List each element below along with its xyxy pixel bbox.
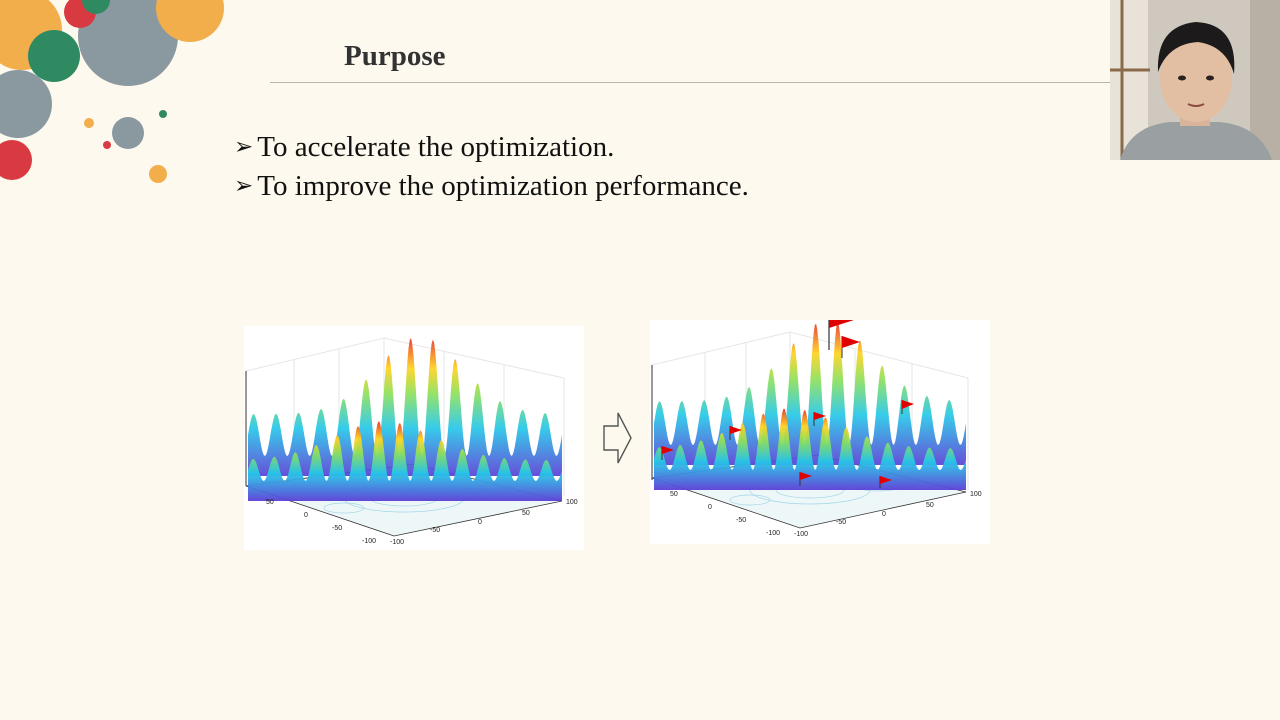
tick-label: 100 (566, 499, 578, 506)
bullet-text: To accelerate the optimization. (257, 131, 615, 163)
red-flag-icon (828, 320, 854, 350)
red-flag-icon (813, 412, 826, 426)
tick-label: -100 (766, 530, 780, 537)
surface-plot-with-flags: 50 0 -50 -100 -100 -50 0 50 100 (651, 320, 982, 538)
tick-label: -50 (836, 519, 846, 526)
tick-label: 0 (708, 504, 712, 511)
surface-mesh (248, 338, 562, 476)
red-flag-icon (661, 446, 674, 460)
title-divider (270, 82, 1110, 83)
tick-label: -50 (736, 517, 746, 524)
tick-label: 100 (970, 491, 982, 498)
tick-label: 0 (882, 511, 886, 518)
tick-label: -100 (390, 539, 404, 546)
presenter-avatar (1110, 0, 1280, 160)
bullet-list: ➢ To accelerate the optimization. ➢ To i… (234, 128, 749, 206)
tick-label: 50 (926, 502, 934, 509)
bullet-text: To improve the optimization performance. (257, 170, 749, 202)
tick-label: 0 (304, 512, 308, 519)
tick-label: -50 (430, 527, 440, 534)
tick-label: 0 (478, 519, 482, 526)
red-flag-icon (799, 472, 812, 486)
red-flag-icon (879, 476, 892, 488)
landscape-figure-after: 50 0 -50 -100 -100 -50 0 50 100 (650, 320, 990, 544)
right-arrow-outline-icon (603, 412, 632, 464)
red-flag-icon (841, 336, 860, 358)
decorative-circles (0, 0, 224, 183)
surface-plot: 50 0 -50 -100 -100 -50 0 50 100 (245, 337, 578, 546)
arrow-bullet-icon: ➢ (234, 134, 254, 160)
tick-label: 50 (266, 499, 274, 506)
tick-label: -50 (332, 525, 342, 532)
tick-label: 50 (670, 491, 678, 498)
bullet-item: ➢ To accelerate the optimization. (234, 128, 749, 167)
red-flag-icon (901, 400, 914, 414)
tick-label: -100 (362, 538, 376, 545)
webcam-video (1110, 0, 1280, 160)
arrow-bullet-icon: ➢ (234, 173, 254, 199)
red-flag-icon (729, 426, 742, 440)
tick-label: -100 (794, 531, 808, 538)
surface-mesh-front (654, 408, 966, 490)
bullet-item: ➢ To improve the optimization performanc… (234, 167, 749, 206)
landscape-figure-before: 50 0 -50 -100 -100 -50 0 50 100 (244, 326, 584, 550)
slide-title: Purpose (344, 40, 446, 72)
surface-mesh-front (248, 421, 562, 501)
tick-label: 50 (522, 510, 530, 517)
